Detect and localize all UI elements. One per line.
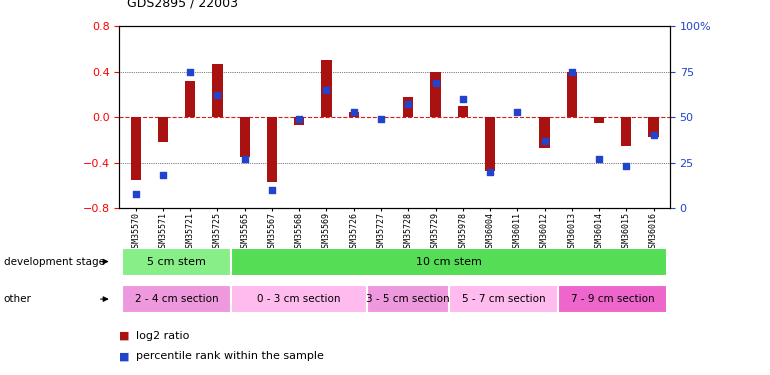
Bar (430, 72, 440, 117)
Point (457, 96, 469, 102)
Point (511, 109, 524, 115)
Bar (294, 117, 304, 125)
Bar (213, 64, 223, 117)
Bar (539, 117, 550, 148)
Point (293, 116, 306, 122)
Text: ■: ■ (119, 331, 130, 340)
Point (430, 80, 442, 86)
Bar (231, 285, 367, 313)
Text: log2 ratio: log2 ratio (136, 331, 189, 340)
Text: 2 - 4 cm section: 2 - 4 cm section (135, 294, 219, 304)
Bar (594, 117, 604, 123)
Text: 5 - 7 cm section: 5 - 7 cm section (462, 294, 545, 304)
Bar (648, 117, 658, 136)
Bar (367, 285, 449, 313)
Bar (131, 117, 141, 180)
Bar (485, 117, 495, 171)
Bar (321, 60, 332, 117)
Text: 0 - 3 cm section: 0 - 3 cm section (257, 294, 341, 304)
Point (375, 116, 387, 122)
Text: development stage: development stage (4, 256, 105, 267)
Text: GDS2895 / 22003: GDS2895 / 22003 (127, 0, 238, 9)
Text: 3 - 5 cm section: 3 - 5 cm section (367, 294, 450, 304)
Point (129, 190, 142, 196)
Bar (231, 248, 667, 276)
Point (266, 187, 278, 193)
Bar (449, 285, 558, 313)
Text: percentile rank within the sample: percentile rank within the sample (136, 351, 324, 361)
Bar (403, 97, 413, 117)
Point (320, 87, 333, 93)
Bar (621, 117, 631, 146)
Bar (122, 285, 231, 313)
Point (484, 169, 496, 175)
Point (184, 69, 196, 75)
Bar (158, 117, 168, 142)
Text: 10 cm stem: 10 cm stem (417, 256, 482, 267)
Point (402, 102, 414, 108)
Bar (558, 285, 667, 313)
Text: 7 - 9 cm section: 7 - 9 cm section (571, 294, 654, 304)
Text: other: other (4, 294, 32, 304)
Bar (239, 117, 250, 157)
Bar (122, 248, 231, 276)
Text: 5 cm stem: 5 cm stem (147, 256, 206, 267)
Point (239, 156, 251, 162)
Point (347, 109, 360, 115)
Bar (567, 72, 577, 117)
Point (566, 69, 578, 75)
Point (211, 92, 223, 98)
Bar (349, 111, 359, 117)
Bar (185, 81, 196, 117)
Bar (457, 106, 468, 117)
Text: ■: ■ (119, 351, 130, 361)
Bar (266, 117, 277, 182)
Point (157, 172, 169, 178)
Point (648, 132, 660, 138)
Point (620, 163, 632, 169)
Point (538, 138, 551, 144)
Point (593, 156, 605, 162)
